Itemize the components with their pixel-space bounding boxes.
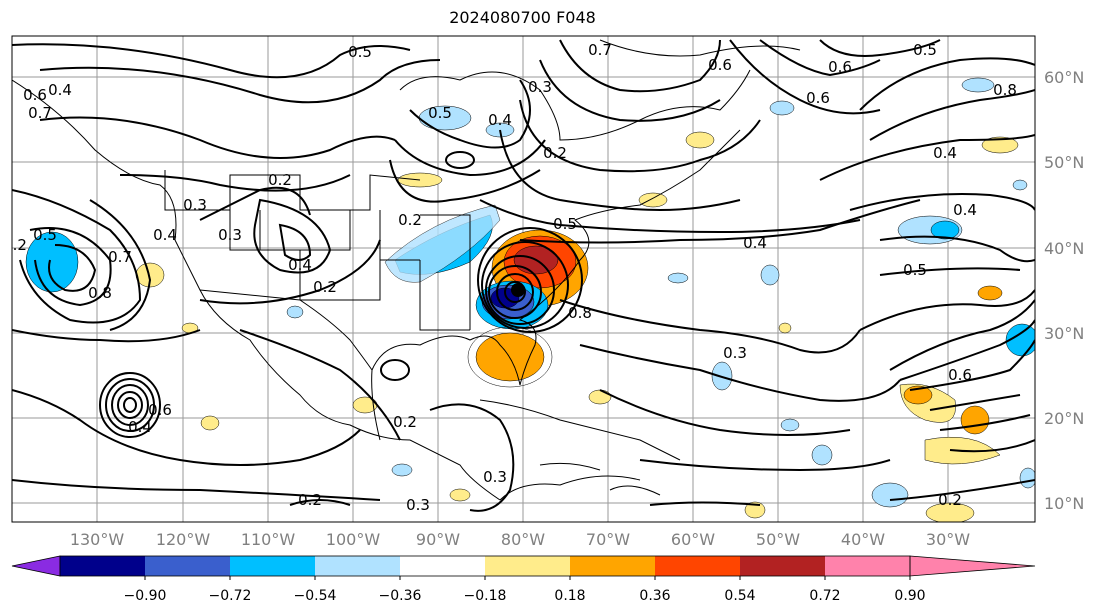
lon-label: 50°W <box>756 530 800 549</box>
contour-label: 0.6 <box>806 89 830 107</box>
contour-label: 0.8 <box>568 304 592 322</box>
contour-label: 0.4 <box>743 234 767 252</box>
colorbar-segment <box>230 556 315 576</box>
contour-label: 0.6 <box>828 58 852 76</box>
contour-label: 0.2 <box>313 278 337 296</box>
colorbar-segment <box>60 556 145 576</box>
contour-label: 0.6 <box>948 366 972 384</box>
lon-label: 70°W <box>586 530 630 549</box>
colorbar-tick-label: −0.90 <box>124 588 167 604</box>
coastlines <box>12 39 801 501</box>
colorbar-tick-label: 0.54 <box>724 588 755 604</box>
colorbar-segment <box>570 556 655 576</box>
colorbar-tick-label: −0.36 <box>379 588 422 604</box>
lat-label: 30°N <box>1044 324 1084 343</box>
colorbar-segment <box>400 556 485 576</box>
contour-label: 0.2 <box>398 211 422 229</box>
contour-label: 0.4 <box>488 111 512 129</box>
lat-label: 60°N <box>1044 68 1084 87</box>
colorbar-extend-low <box>11 555 61 577</box>
contour-label: 0.3 <box>218 226 242 244</box>
contour-label: 0.2 <box>298 491 322 509</box>
colorbar-tick-label: 0.18 <box>554 588 585 604</box>
contour-label: 0.5 <box>903 261 927 279</box>
colorbar-tick-label: −0.72 <box>209 588 252 604</box>
lon-label: 40°W <box>841 530 885 549</box>
lon-label: 110°W <box>241 530 296 549</box>
contour-label: 0.5 <box>553 215 577 233</box>
lon-label: 100°W <box>326 530 381 549</box>
colorbar-segment <box>145 556 230 576</box>
contour-label: 0.4 <box>288 256 312 274</box>
contour-label: 0.6 <box>708 56 732 74</box>
contour-label: 0.5 <box>33 226 57 244</box>
contour-label: 0.3 <box>528 78 552 96</box>
lon-label: 80°W <box>501 530 545 549</box>
lat-label: 20°N <box>1044 409 1084 428</box>
contour-label: 0.4 <box>933 144 957 162</box>
contour-label: 0.3 <box>723 344 747 362</box>
contour-label: 0.6 <box>148 401 172 419</box>
contour-label: 0.8 <box>88 284 112 302</box>
lat-label: 40°N <box>1044 239 1084 258</box>
colorbar-segment <box>485 556 570 576</box>
contour-label: 0.2 <box>268 171 292 189</box>
map-title: 2024080700 F048 <box>449 8 596 27</box>
contour-label: 0.8 <box>993 81 1017 99</box>
lon-label: 120°W <box>156 530 211 549</box>
contour-label: 0.4 <box>128 418 152 436</box>
colorbar: −0.90 −0.72 −0.54 −0.36 −0.18 0.18 0.36 0.54 0.7… <box>11 555 1036 604</box>
contour-label: 0.2 <box>938 491 962 509</box>
contour-label: 0.4 <box>953 201 977 219</box>
contour-label: 0.7 <box>108 248 132 266</box>
lon-label: 90°W <box>416 530 460 549</box>
contour-label: 0.2 <box>393 413 417 431</box>
contour-label: 0.3 <box>183 196 207 214</box>
contour-label: 0.4 <box>153 226 177 244</box>
contour-label: 0.2 <box>543 144 567 162</box>
colorbar-tick-label: 0.90 <box>894 588 925 604</box>
colorbar-tick-label: 0.36 <box>639 588 670 604</box>
lon-label: 130°W <box>70 530 125 549</box>
contour-label: 0.4 <box>48 81 72 99</box>
lat-label: 10°N <box>1044 494 1084 513</box>
lat-label: 50°N <box>1044 153 1084 172</box>
colorbar-tick-label: −0.54 <box>294 588 337 604</box>
contour-label: 0.7 <box>588 41 612 59</box>
longitude-labels: 130°W 120°W 110°W 100°W 90°W 80°W 70°W 60°W 50°W… <box>70 530 970 549</box>
colorbar-segment <box>655 556 740 576</box>
map-frame <box>11 35 1036 523</box>
colorbar-segment <box>825 556 910 576</box>
lon-label: 30°W <box>926 530 970 549</box>
contour-lines <box>12 39 1035 512</box>
contour-label: 0.5 <box>348 43 372 61</box>
colorbar-extend-high <box>909 555 1036 577</box>
contour-label: 0.3 <box>483 468 507 486</box>
contour-label: 0.2 <box>3 236 27 254</box>
lon-label: 60°W <box>671 530 715 549</box>
contour-label: 0.5 <box>428 104 452 122</box>
contour-label: 0.7 <box>28 104 52 122</box>
contour-labels: 0.50.70.60.50.20.30.20.40.20.50.40.50.50… <box>3 41 1017 514</box>
contour-label: 0.3 <box>406 496 430 514</box>
latitude-labels: 60°N 50°N 40°N 30°N 20°N 10°N <box>1044 68 1084 513</box>
colorbar-tick-label: 0.72 <box>809 588 840 604</box>
colorbar-segment <box>315 556 400 576</box>
contour-label: 0.5 <box>913 41 937 59</box>
colorbar-segment <box>740 556 825 576</box>
colorbar-tick-label: −0.18 <box>464 588 507 604</box>
hurricane-center <box>511 283 525 297</box>
contour-label: 0.6 <box>23 86 47 104</box>
